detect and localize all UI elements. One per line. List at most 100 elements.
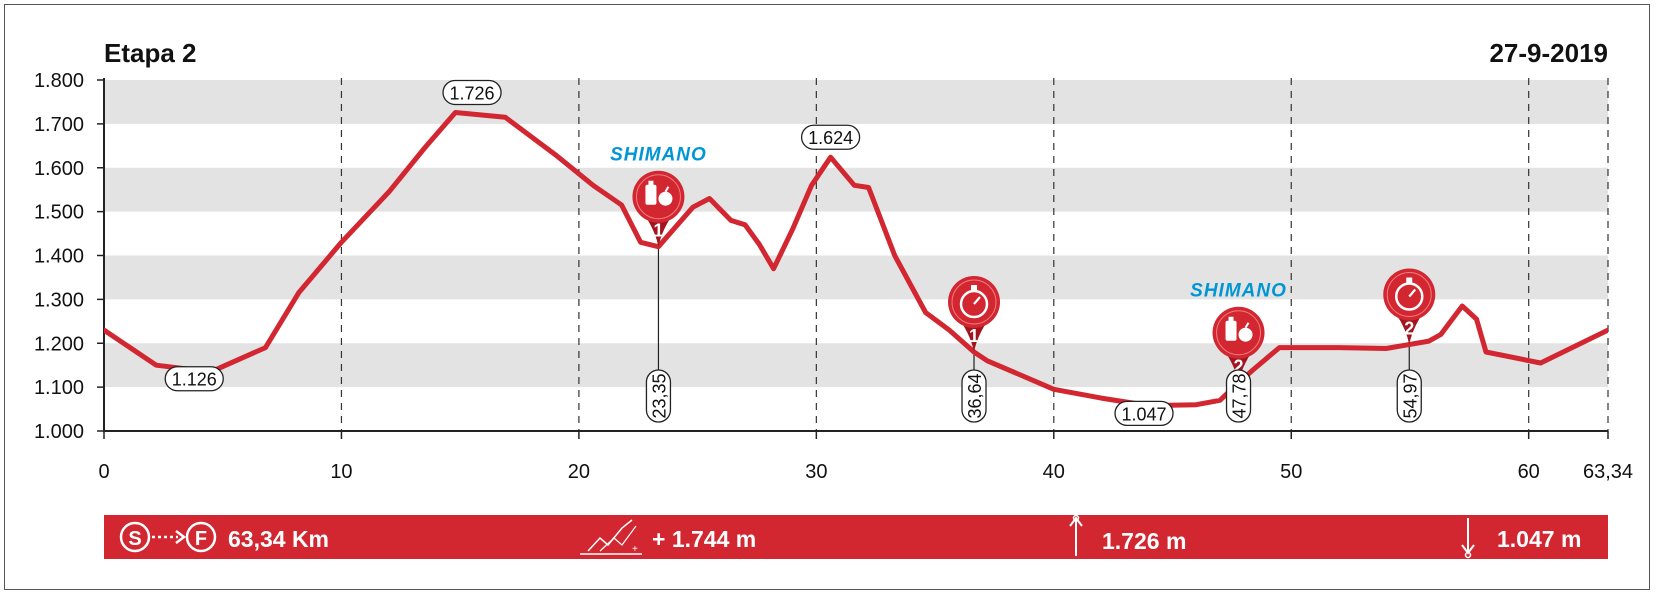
- km-label-pill: [961, 369, 987, 423]
- watch-face: [1395, 282, 1424, 311]
- watch-face: [959, 289, 989, 319]
- watch-crown: [1406, 277, 1413, 283]
- y-tick-label: 1.300: [34, 289, 84, 311]
- km-label-text: 36,64: [965, 373, 985, 418]
- x-tick-label: 50: [1280, 461, 1302, 483]
- apple-stem: [664, 186, 670, 193]
- callout-pill: [164, 366, 224, 392]
- summary-bar-background: [104, 515, 1608, 559]
- start-circle-icon: [119, 521, 151, 553]
- km-label-pill: [1225, 369, 1252, 423]
- apple-stem: [1244, 322, 1250, 329]
- stage-title: Etapa 2: [104, 38, 197, 68]
- pin-head: [632, 170, 685, 223]
- grid-band: [104, 80, 1608, 124]
- y-tick-label: 1.800: [34, 70, 84, 92]
- total-distance: 63,34 Km: [228, 526, 329, 552]
- elevation-profile-line: [104, 110, 1608, 409]
- grid-band: [104, 255, 1608, 300]
- callout-pill: [442, 79, 502, 106]
- marker-km-labels: 23,35 36,64 47,78 54,97: [645, 369, 1422, 423]
- time-control-marker: 2: [1383, 268, 1436, 345]
- grid-bands: [104, 80, 1608, 388]
- watch-hand: [1408, 288, 1417, 298]
- callout-label: 1.047: [1122, 404, 1167, 424]
- elevation-gain-icon: +: [580, 519, 642, 555]
- x-tick-label: 63,34: [1583, 461, 1633, 483]
- axes: [97, 78, 1609, 439]
- start-letter: S: [128, 528, 141, 550]
- x-tick-label: 20: [568, 461, 590, 483]
- grid-band: [104, 167, 1608, 212]
- arrow-head-icon: [175, 530, 187, 544]
- route-markers: 1 SHIMANO 1 2 SHIMANO 2: [610, 145, 1436, 383]
- bottle-shape: [1225, 320, 1237, 341]
- km-label: 36,64: [961, 369, 987, 423]
- y-tick-label: 1.400: [34, 246, 84, 268]
- apple-shape: [1238, 327, 1253, 342]
- callout-label: 1.126: [172, 370, 217, 390]
- km-label: 54,97: [1396, 369, 1422, 423]
- elevation-gain: + 1.744 m: [652, 526, 756, 552]
- km-label-text: 54,97: [1400, 373, 1420, 418]
- y-tick-label: 1.500: [34, 202, 84, 224]
- stopwatch-icon: [1395, 277, 1424, 311]
- x-tick-labels: 0 10 20 30 40 50 60 63,34: [98, 461, 1633, 483]
- altitude-callout: 1.624: [800, 124, 861, 150]
- finish-circle-icon: [185, 521, 217, 553]
- marker-number: 1: [653, 221, 663, 241]
- x-tick-label: 30: [805, 461, 827, 483]
- altitude-callout: 1.047: [1114, 400, 1174, 427]
- bottle-cap: [1228, 316, 1234, 322]
- pin-head: [1212, 306, 1265, 359]
- stage-date: 27-9-2019: [1489, 38, 1608, 68]
- callout-pill: [800, 124, 861, 150]
- altitude-callouts: 1.126 1.726 1.624 1.047: [164, 79, 1174, 427]
- marker-number: 1: [969, 326, 979, 346]
- altitude-callout: 1.726: [442, 79, 502, 106]
- km-label-pill: [645, 369, 672, 423]
- apple-shape: [658, 191, 673, 206]
- bottle-cap: [648, 180, 654, 186]
- pin-inner-ring: [951, 279, 997, 325]
- bottle-shape: [645, 184, 657, 205]
- x-tick-label: 0: [98, 461, 109, 483]
- pin-head: [948, 276, 1001, 329]
- y-tick-labels: 1.000 1.100 1.200 1.300 1.400 1.500 1.600 1.700…: [34, 70, 84, 443]
- min-altitude-icon: [1461, 518, 1475, 559]
- km-label-text: 47,78: [1230, 373, 1250, 418]
- stopwatch-icon: [959, 285, 989, 319]
- marker-number: 2: [1234, 357, 1244, 377]
- x-tick-label: 10: [330, 461, 352, 483]
- chart-frame: [4, 4, 1650, 590]
- callout-pill: [1114, 400, 1174, 427]
- x-tick-label: 60: [1518, 461, 1540, 483]
- sponsor-logo: SHIMANO: [610, 145, 707, 166]
- y-tick-label: 1.600: [34, 158, 84, 180]
- km-label: 47,78: [1225, 369, 1252, 423]
- max-altitude-icon: [1069, 514, 1083, 556]
- y-tick-label: 1.000: [34, 421, 84, 443]
- pin-inner-ring: [635, 174, 681, 220]
- time-control-marker: 1: [948, 276, 1001, 353]
- y-tick-label: 1.700: [34, 114, 84, 136]
- callout-label: 1.726: [450, 83, 495, 103]
- feed-zone-marker: 1 SHIMANO: [610, 145, 707, 247]
- feed-zone-icon: [1225, 316, 1253, 342]
- altitude-callout: 1.126: [164, 366, 224, 392]
- max-altitude: 1.726 m: [1102, 528, 1186, 554]
- y-tick-label: 1.100: [34, 377, 84, 399]
- pin-head: [1383, 268, 1436, 321]
- watch-crown: [971, 285, 978, 291]
- pin-inner-ring: [1216, 310, 1262, 356]
- start-finish-icon: S F: [119, 521, 217, 553]
- km-label-pill: [1396, 369, 1422, 423]
- km-label: 23,35: [645, 369, 672, 423]
- summary-bar: S F 63,34 Km + + 1.744 m 1.726 m 1.047 m: [104, 514, 1608, 559]
- grid-band: [104, 343, 1608, 388]
- marker-number: 2: [1404, 318, 1414, 338]
- finish-letter: F: [195, 528, 207, 550]
- sponsor-logo: SHIMANO: [1190, 281, 1287, 302]
- y-tick-label: 1.200: [34, 333, 84, 355]
